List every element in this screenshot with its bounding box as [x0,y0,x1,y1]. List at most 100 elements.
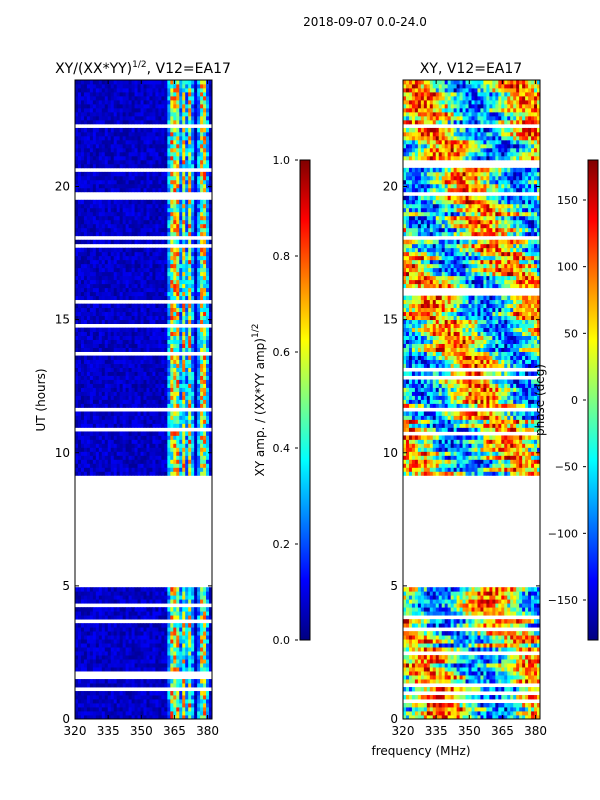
heatmap-cell [92,135,97,141]
heatmap-cell [92,711,97,716]
heatmap-cell [134,199,138,205]
heatmap-cell [86,639,91,644]
heatmap-cell [200,303,204,309]
heatmap-cell [107,711,112,716]
heatmap-cell [134,419,138,424]
heatmap-cell [75,699,79,704]
heatmap-cell [155,139,159,145]
heatmap-cell [83,463,88,468]
heatmap-cell [116,399,121,404]
heatmap-cell [104,291,109,297]
heatmap-cell [167,255,171,261]
heatmap-cell [134,639,138,644]
heatmap-cell [122,379,127,384]
heatmap-cell [197,399,201,404]
heatmap-cell [188,679,192,684]
heatmap-cell [86,459,91,464]
heatmap-cell [194,699,198,704]
heatmap-cell [209,471,213,476]
heatmap-cell [89,683,94,688]
heatmap-cell [209,279,213,285]
heatmap-cell [152,279,156,285]
heatmap-cell [110,223,115,229]
heatmap-cell [140,339,144,344]
heatmap-cell [128,259,132,265]
heatmap-cell [149,311,153,317]
heatmap-cell [116,119,121,125]
heatmap-cell [164,431,168,436]
heatmap-cell [119,251,124,257]
heatmap-cell [170,335,174,340]
heatmap-cell [173,587,177,592]
heatmap-cell [92,335,97,340]
heatmap-cell [200,599,204,604]
heatmap-cell [92,127,97,133]
heatmap-cell [104,431,109,436]
heatmap-cell [122,231,127,237]
heatmap-cell [98,391,103,396]
heatmap-cell [113,667,118,672]
heatmap-cell [77,703,82,708]
heatmap-cell [209,355,213,360]
heatmap-cell [128,363,132,368]
heatmap-cell [92,715,97,720]
heatmap-cell [149,295,153,301]
heatmap-cell [179,707,183,712]
heatmap-cell [134,291,138,297]
heatmap-cell [92,395,97,400]
heatmap-cell [209,175,213,181]
heatmap-cell [113,211,118,217]
heatmap-cell [110,171,115,177]
heatmap-cell [134,443,138,448]
heatmap-cell [203,447,207,452]
heatmap-cell [152,371,156,376]
heatmap-cell [185,211,189,217]
heatmap-cell [95,691,100,696]
heatmap-cell [77,471,82,476]
heatmap-cell [209,371,213,376]
heatmap-cell [140,627,144,632]
heatmap-cell [161,691,165,696]
heatmap-cell [107,359,112,364]
heatmap-cell [197,411,201,416]
heatmap-cell [128,643,132,648]
heatmap-cell [155,635,159,640]
heatmap-cell [164,367,168,372]
heatmap-cell [134,335,138,340]
heatmap-cell [95,303,100,309]
heatmap-cell [95,155,100,161]
heatmap-cell [155,347,159,352]
heatmap-cell [107,587,112,592]
heatmap-cell [77,303,82,309]
heatmap-cell [80,143,85,149]
heatmap-cell [185,207,189,213]
heatmap-cell [200,695,204,700]
heatmap-cell [167,607,171,612]
heatmap-cell [155,395,159,400]
heatmap-cell [110,703,115,708]
heatmap-cell [95,451,100,456]
heatmap-cell [167,251,171,257]
heatmap-cell [170,331,174,336]
heatmap-cell [101,455,106,460]
heatmap-cell [83,387,88,392]
heatmap-cell [131,319,135,325]
heatmap-cell [152,211,156,217]
heatmap-cell [194,683,198,688]
heatmap-cell [131,711,135,716]
heatmap-cell [95,147,100,153]
heatmap-cell [191,659,195,664]
heatmap-cell [143,251,147,257]
heatmap-cell [104,219,109,225]
heatmap-cell [131,267,135,273]
heatmap-cell [119,311,124,317]
heatmap-cell [125,631,130,636]
heatmap-cell [155,111,159,117]
heatmap-cell [152,267,156,273]
heatmap-cell [206,611,210,616]
heatmap-cell [131,651,135,656]
heatmap-cell [176,395,180,400]
heatmap-cell [179,247,183,253]
heatmap-cell [83,331,88,336]
heatmap-cell [161,611,165,616]
